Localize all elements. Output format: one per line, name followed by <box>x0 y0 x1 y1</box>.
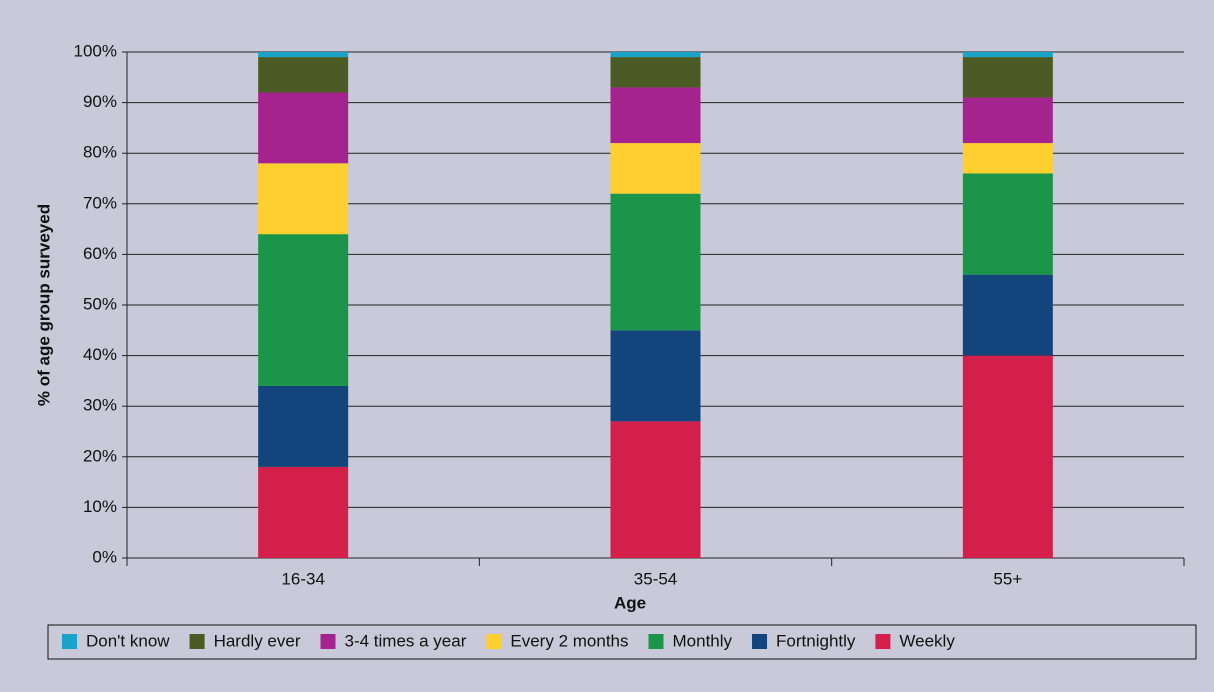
legend-swatch <box>486 634 502 649</box>
y-tick-label: 70% <box>83 193 117 212</box>
bar-segment <box>258 234 349 386</box>
legend-swatch <box>320 634 336 649</box>
bar-segment <box>610 52 701 58</box>
legend-box <box>47 624 1197 660</box>
y-tick-label: 40% <box>83 345 117 364</box>
bar-segment <box>962 274 1053 356</box>
bar-segment <box>258 57 349 93</box>
bar-segment <box>610 87 701 144</box>
bar-segment <box>962 143 1053 174</box>
y-tick-label: 100% <box>74 41 117 60</box>
bar-segment <box>962 173 1053 275</box>
legend-label: Monthly <box>673 631 733 650</box>
y-tick-label: 90% <box>83 92 117 111</box>
y-tick-label: 50% <box>83 294 117 313</box>
y-tick-label: 60% <box>83 244 117 263</box>
x-tick-label: 16-34 <box>281 569 324 588</box>
bar-segment <box>258 163 349 235</box>
legend-label: Fortnightly <box>776 631 856 650</box>
bar-segment <box>962 355 1053 558</box>
y-tick-label: 30% <box>83 396 117 415</box>
legend-swatch <box>648 634 664 649</box>
bar-segment <box>962 97 1053 144</box>
legend-label: 3-4 times a year <box>345 631 467 650</box>
bar-segment <box>610 143 701 194</box>
bar-segment <box>610 193 701 331</box>
legend-label: Hardly ever <box>214 631 301 650</box>
y-axis-label: % of age group surveyed <box>34 204 53 406</box>
bar-segment <box>962 57 1053 98</box>
bar-segment <box>258 385 349 467</box>
legend-swatch <box>752 634 768 649</box>
y-tick-label: 0% <box>92 547 117 566</box>
legend-swatch <box>875 634 891 649</box>
bar-segment <box>962 52 1053 58</box>
legend-label: Weekly <box>899 631 955 650</box>
bar-segment <box>258 52 349 58</box>
x-tick-label: 55+ <box>993 569 1022 588</box>
y-tick-label: 10% <box>83 497 117 516</box>
legend-label: Don't know <box>86 631 170 650</box>
bar-segment <box>258 92 349 164</box>
x-axis-label: Age <box>614 593 646 612</box>
bar-segment <box>610 57 701 88</box>
legend-swatch <box>189 634 205 649</box>
y-tick-label: 20% <box>83 446 117 465</box>
y-tick-label: 80% <box>83 143 117 162</box>
bar-segment <box>610 421 701 558</box>
x-tick-label: 35-54 <box>634 569 677 588</box>
legend-label: Every 2 months <box>510 631 628 650</box>
bar-segment <box>610 330 701 422</box>
legend-swatch <box>62 634 77 649</box>
bar-segment <box>258 466 349 558</box>
